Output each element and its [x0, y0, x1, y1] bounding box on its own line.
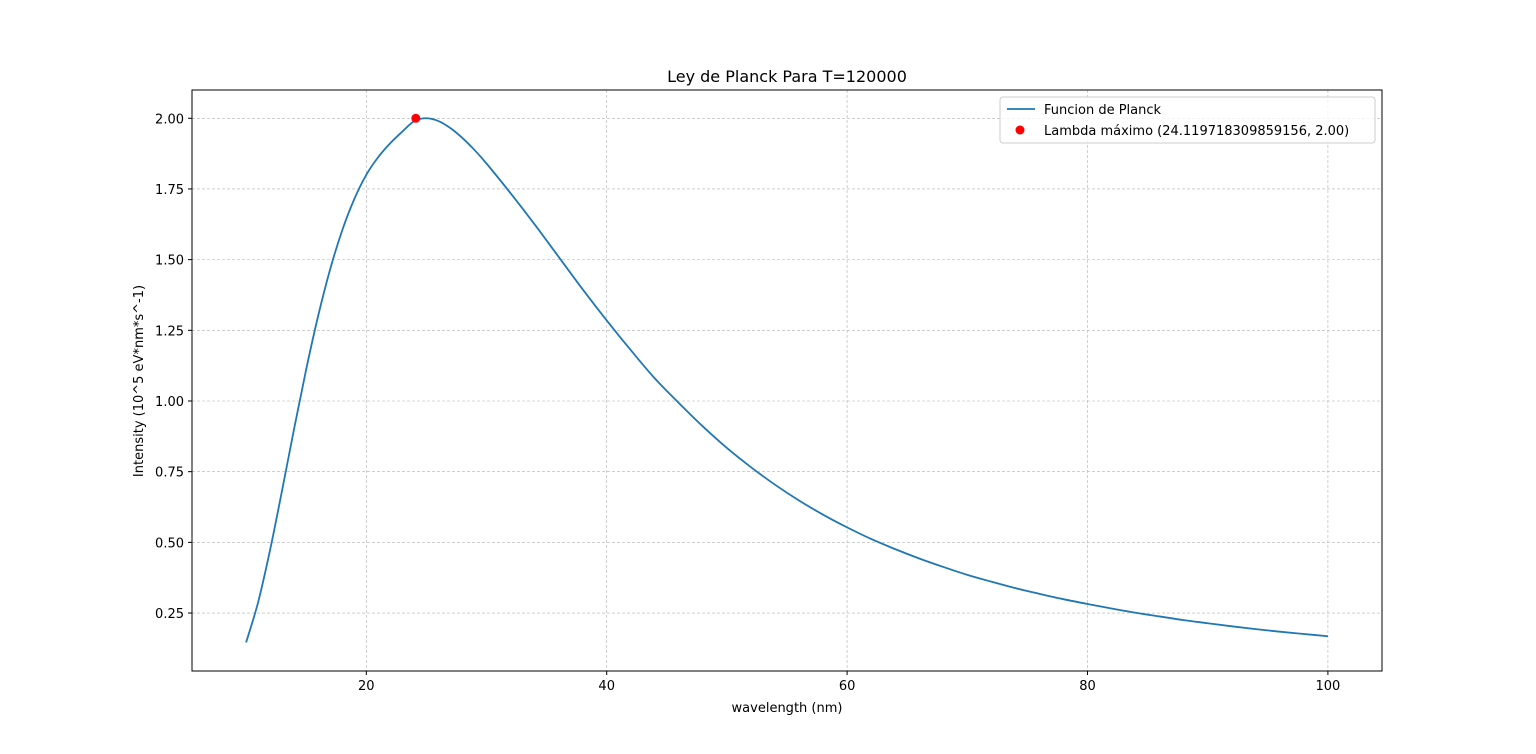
y-tick-label: 2.00 [155, 112, 184, 127]
legend-label-planck: Funcion de Planck [1044, 103, 1162, 118]
legend-box [999, 96, 1376, 144]
y-tick-label: 1.75 [155, 183, 184, 198]
y-tick-label: 1.00 [155, 395, 184, 410]
x-tick-label: 80 [1079, 679, 1096, 694]
y-axis-label: Intensity (10^5 eV*nm*s^-1) [132, 285, 147, 477]
y-tick-label: 1.25 [155, 324, 184, 339]
plot-area [245, 113, 1328, 643]
lambda-max-point [411, 113, 421, 123]
y-tick-label: 0.25 [155, 607, 184, 622]
legend: Funcion de Planck Lambda máximo (24.1197… [999, 96, 1376, 144]
x-tick-label: 40 [598, 679, 615, 694]
axes-frame [191, 89, 1383, 672]
planck-curve-line [245, 117, 1328, 643]
y-tick-label: 0.75 [155, 466, 184, 481]
y-axis: 0.25 0.50 0.75 1.00 1.25 1.50 1.75 2.00 [155, 112, 192, 622]
x-tick-label: 20 [358, 679, 375, 694]
legend-label-lambda-max: Lambda máximo (24.119718309859156, 2.00) [1044, 124, 1349, 139]
x-tick-label: 100 [1315, 679, 1340, 694]
grid-lines [192, 90, 1382, 671]
legend-marker-swatch [1015, 125, 1025, 135]
x-axis: 20 40 60 80 100 [358, 671, 1340, 694]
chart-title: Ley de Planck Para T=120000 [667, 67, 907, 86]
y-tick-label: 1.50 [155, 254, 184, 269]
y-tick-label: 0.50 [155, 536, 184, 551]
x-tick-label: 60 [839, 679, 856, 694]
x-axis-label: wavelength (nm) [732, 701, 843, 716]
